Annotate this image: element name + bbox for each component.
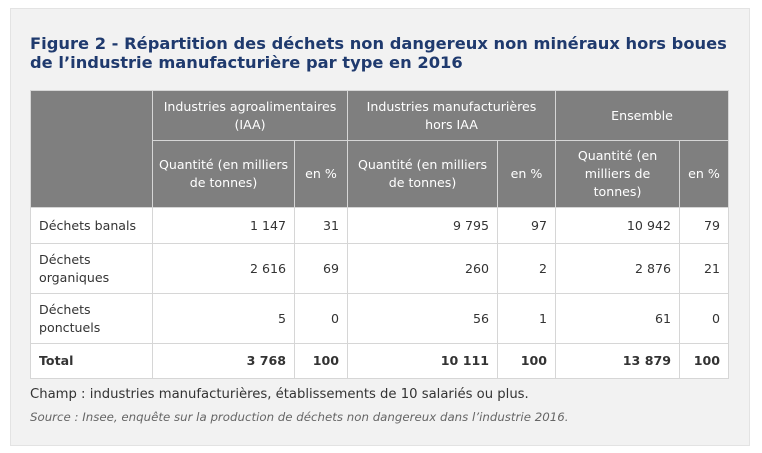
source-note: Source : Insee, enquête sur la productio… bbox=[30, 410, 569, 424]
table-cell: 1 147 bbox=[152, 207, 295, 244]
table-cell: 2 616 bbox=[152, 243, 295, 294]
row-label: Total bbox=[30, 343, 153, 379]
data-table: Industries agroalimentaires (IAA) Indust… bbox=[30, 90, 730, 379]
header-blank bbox=[30, 90, 153, 208]
row-label: Déchets banals bbox=[30, 207, 153, 244]
table-cell: 97 bbox=[497, 207, 556, 244]
table-cell: 2 876 bbox=[555, 243, 680, 294]
table-cell: 100 bbox=[678, 343, 730, 379]
row-label: Déchets ponctuels bbox=[30, 293, 153, 344]
table-cell: 31 bbox=[294, 207, 348, 244]
table-cell: 79 bbox=[678, 207, 730, 244]
figure-notes: Champ : industries manufacturières, étab… bbox=[30, 385, 730, 427]
table-cell: 61 bbox=[555, 293, 680, 344]
table-row: Déchets banals 1 147 31 9 795 97 10 942 … bbox=[30, 207, 730, 244]
table-cell: 10 111 bbox=[347, 343, 498, 379]
header-group-hors-iaa: Industries manufacturières hors IAA bbox=[347, 90, 556, 141]
table-cell: 13 879 bbox=[555, 343, 680, 379]
header-qty-iaa: Quantité (en milliers de tonnes) bbox=[152, 140, 295, 208]
table-cell: 56 bbox=[347, 293, 498, 344]
table-row-total: Total 3 768 100 10 111 100 13 879 100 bbox=[30, 343, 730, 379]
table-cell: 0 bbox=[294, 293, 348, 344]
table-row: Déchets organiques 2 616 69 260 2 2 876 … bbox=[30, 243, 730, 294]
header-qty-ensemble: Quantité (en milliers de tonnes) bbox=[555, 140, 680, 208]
table-cell: 100 bbox=[497, 343, 556, 379]
table-cell: 0 bbox=[678, 293, 730, 344]
table-cell: 5 bbox=[152, 293, 295, 344]
table-cell: 9 795 bbox=[347, 207, 498, 244]
table-row: Déchets ponctuels 5 0 56 1 61 0 bbox=[30, 293, 730, 344]
table-cell: 260 bbox=[347, 243, 498, 294]
header-pct-iaa: en % bbox=[294, 140, 348, 208]
table-cell: 2 bbox=[497, 243, 556, 294]
header-group-iaa: Industries agroalimentaires (IAA) bbox=[152, 90, 348, 141]
header-group-ensemble: Ensemble bbox=[554, 90, 730, 141]
table-cell: 3 768 bbox=[152, 343, 295, 379]
header-pct-ensemble: en % bbox=[678, 140, 730, 208]
champ-note: Champ : industries manufacturières, étab… bbox=[30, 387, 529, 402]
table-cell: 21 bbox=[678, 243, 730, 294]
figure-title: Figure 2 - Répartition des déchets non d… bbox=[30, 34, 727, 72]
table-cell: 100 bbox=[294, 343, 348, 379]
row-label: Déchets organiques bbox=[30, 243, 153, 294]
header-pct-hors-iaa: en % bbox=[497, 140, 556, 208]
header-qty-hors-iaa: Quantité (en milliers de tonnes) bbox=[347, 140, 498, 208]
table-cell: 10 942 bbox=[555, 207, 680, 244]
table-cell: 1 bbox=[497, 293, 556, 344]
table-cell: 69 bbox=[294, 243, 348, 294]
